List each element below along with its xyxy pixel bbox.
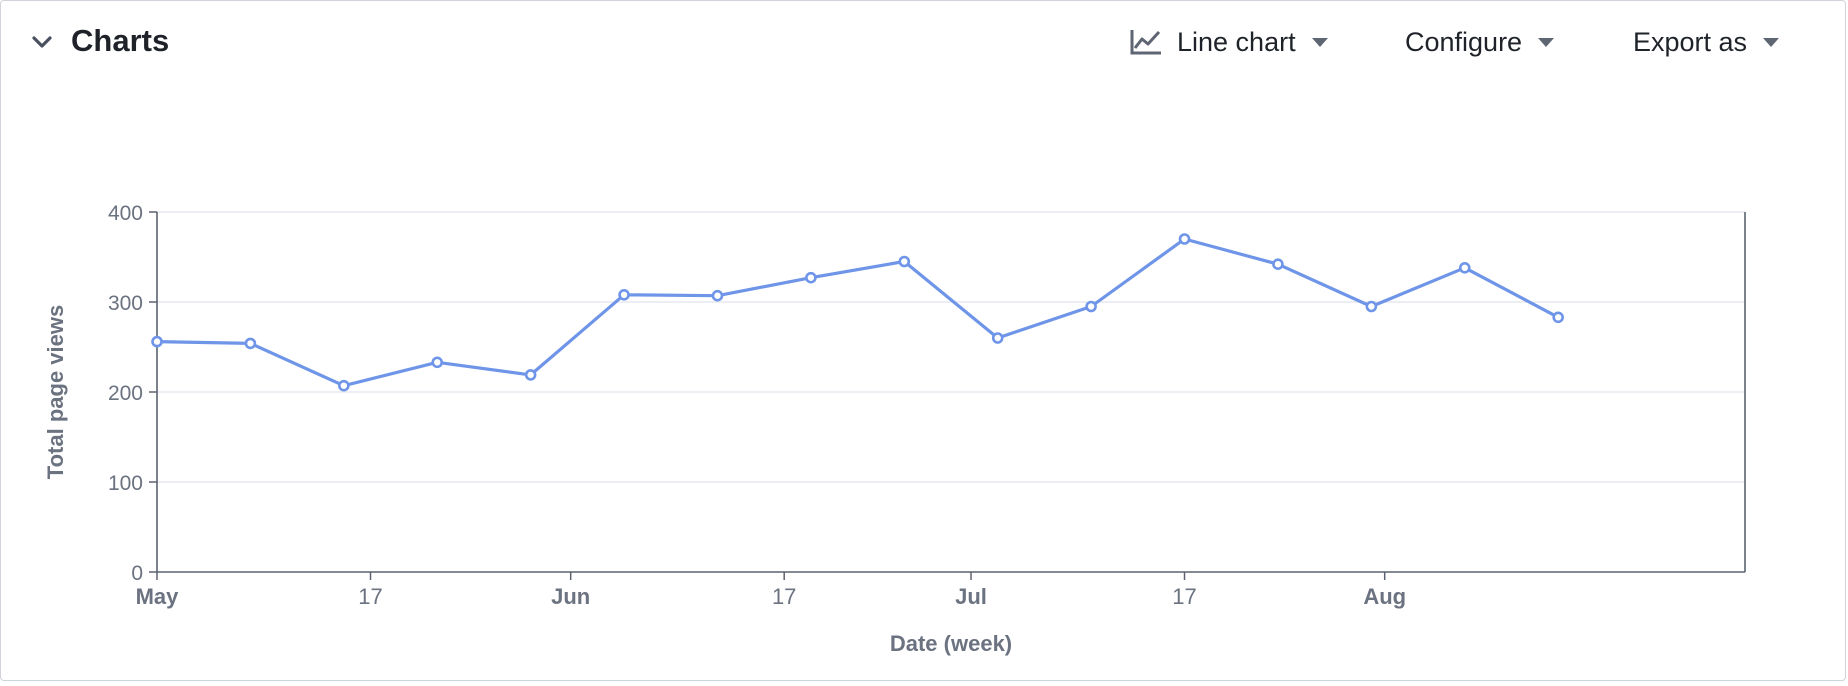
data-point[interactable] bbox=[524, 369, 537, 381]
configure-label: Configure bbox=[1405, 26, 1523, 57]
x-tick-label: May bbox=[136, 584, 180, 609]
x-axis-label: Date (week) bbox=[890, 631, 1012, 656]
x-tick-label: 17 bbox=[1172, 584, 1196, 609]
data-point[interactable] bbox=[151, 335, 163, 348]
data-point[interactable] bbox=[1272, 258, 1284, 270]
x-tick-label: Aug bbox=[1363, 584, 1406, 609]
y-tick-label: 0 bbox=[131, 562, 143, 585]
caret-down-icon bbox=[1538, 37, 1555, 47]
panel-header: Charts Line chart Configure Export as bbox=[1, 1, 1845, 85]
chart-type-dropdown[interactable]: Line chart bbox=[1129, 21, 1328, 63]
line-chart-icon bbox=[1129, 28, 1163, 56]
data-point[interactable] bbox=[1085, 300, 1097, 313]
x-tick-label: Jun bbox=[551, 584, 590, 609]
x-tick-label: 17 bbox=[358, 584, 382, 609]
data-point[interactable] bbox=[338, 379, 350, 392]
data-point[interactable] bbox=[805, 271, 817, 284]
panel-title: Charts bbox=[71, 23, 170, 58]
line-chart: 0 100 200 300 400 May 17 Jun 17 Jul 17 Aug Total p… bbox=[43, 202, 1746, 656]
y-tick-label: 400 bbox=[108, 202, 143, 225]
data-point[interactable] bbox=[711, 289, 724, 302]
grid-lines bbox=[157, 211, 1745, 483]
y-axis-ticks: 0 100 200 300 400 bbox=[108, 202, 157, 585]
y-tick-label: 200 bbox=[108, 382, 143, 405]
data-point[interactable] bbox=[618, 289, 630, 301]
export-dropdown[interactable]: Export as bbox=[1633, 21, 1780, 63]
x-tick-label: 17 bbox=[772, 584, 796, 609]
data-point[interactable] bbox=[1552, 311, 1564, 324]
y-tick-label: 100 bbox=[108, 472, 143, 495]
data-point[interactable] bbox=[1458, 262, 1471, 274]
export-label: Export as bbox=[1633, 26, 1748, 57]
y-axis-label: Total page views bbox=[43, 305, 68, 479]
chevron-down-icon bbox=[32, 36, 52, 48]
chart-type-label: Line chart bbox=[1177, 26, 1296, 57]
series bbox=[151, 233, 1564, 392]
data-point[interactable] bbox=[1178, 233, 1191, 245]
chart-area: 0 100 200 300 400 May 17 Jun 17 Jul 17 Aug Total p… bbox=[1, 85, 1848, 681]
x-axis-ticks: May 17 Jun 17 Jul 17 Aug bbox=[136, 572, 1406, 609]
caret-down-icon bbox=[1763, 37, 1780, 47]
collapse-toggle[interactable] bbox=[27, 27, 57, 57]
x-tick-label: Jul bbox=[955, 584, 987, 609]
data-point[interactable] bbox=[1365, 300, 1378, 313]
data-point[interactable] bbox=[991, 332, 1004, 344]
caret-down-icon bbox=[1311, 37, 1328, 47]
data-point[interactable] bbox=[244, 337, 257, 350]
data-point[interactable] bbox=[431, 356, 444, 369]
data-point[interactable] bbox=[898, 255, 911, 268]
configure-dropdown[interactable]: Configure bbox=[1405, 21, 1555, 63]
y-tick-label: 300 bbox=[108, 292, 143, 315]
series-line bbox=[156, 237, 1559, 388]
